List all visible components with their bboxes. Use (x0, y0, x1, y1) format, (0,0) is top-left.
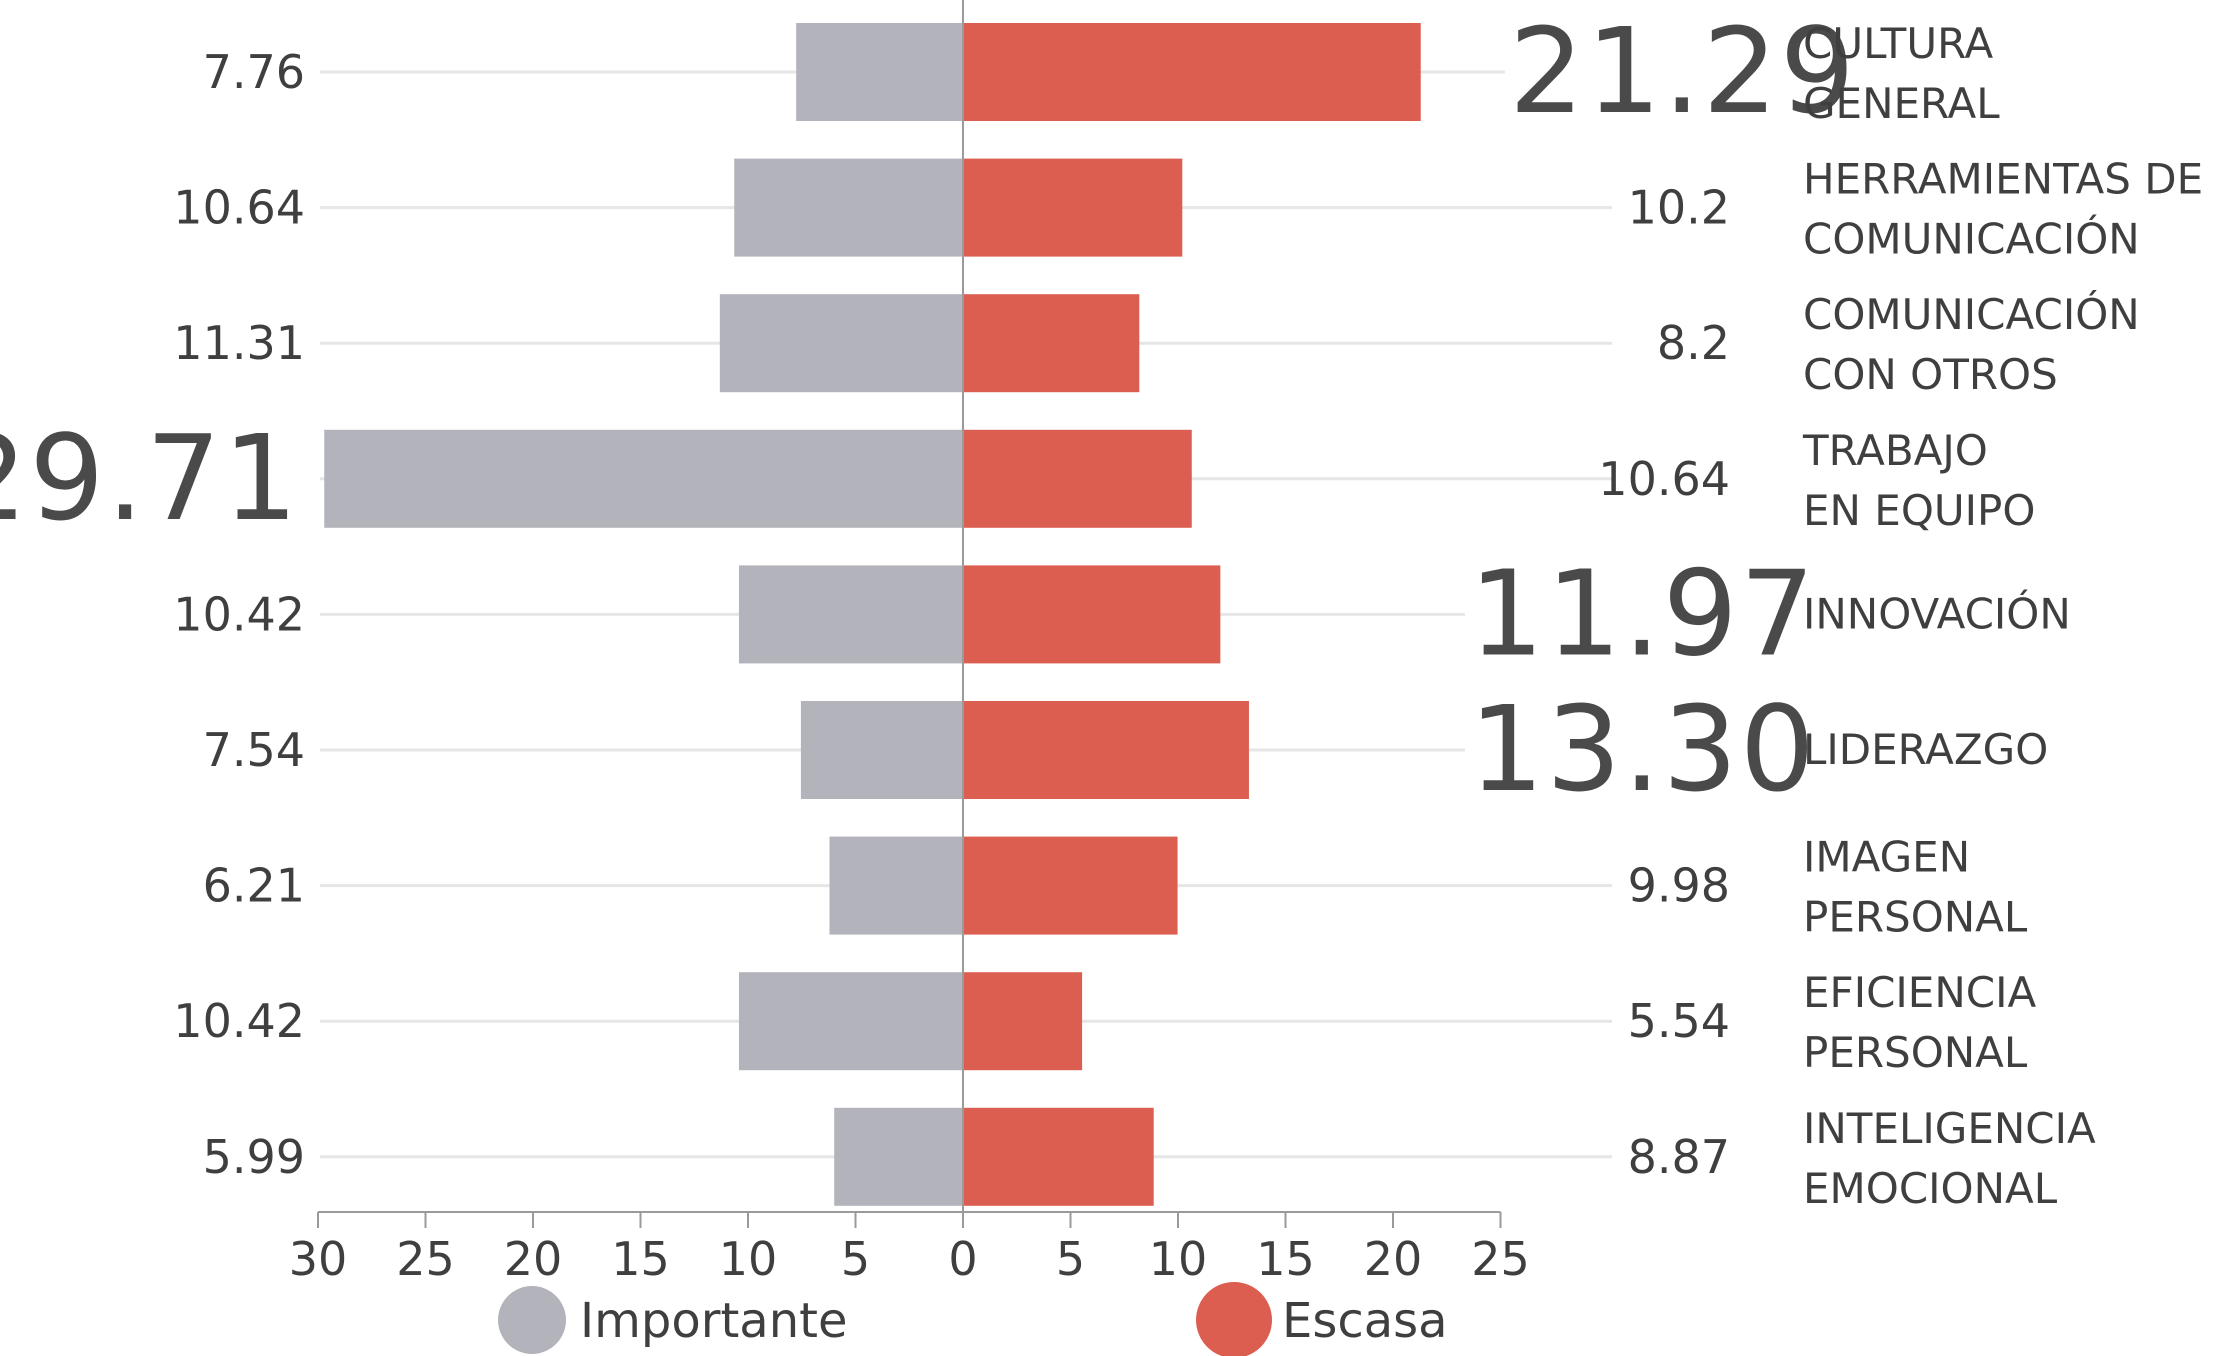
category-label: EMOCIONAL (1803, 1164, 2058, 1213)
category-label: PERSONAL (1803, 893, 2028, 942)
bar-importante (738, 565, 963, 664)
value-label-importante: 29.71 (0, 409, 300, 547)
label-backdrop (0, 403, 310, 544)
value-label-escasa: 10.2 (1628, 181, 1730, 235)
bar-escasa (963, 23, 1421, 121)
category-labels: CULTURA GENERAL HERRAMIENTAS DE COMUNICACIÓ… (1802, 19, 2203, 1213)
bar-escasa (963, 836, 1178, 935)
category-label: LIDERAZGO (1803, 725, 2048, 774)
category-label: IMAGEN (1803, 833, 1970, 882)
category-label: PERSONAL (1803, 1028, 2028, 1077)
category-label: COMUNICACIÓN (1803, 214, 2140, 264)
bar-importante (796, 23, 963, 121)
category-label: CULTURA (1803, 19, 1994, 68)
bar-escasa (963, 972, 1083, 1071)
bar-importante (719, 294, 963, 393)
category-label: INNOVACIÓN (1803, 588, 2071, 638)
x-tick-label: 10 (1149, 1232, 1208, 1286)
value-label-escasa: 8.2 (1657, 316, 1730, 370)
legend: Importante Escasa (498, 1282, 1448, 1356)
bar-escasa (963, 158, 1183, 257)
bar-escasa (963, 294, 1140, 393)
x-tick-label: 0 (948, 1232, 977, 1286)
label-backdrop (1465, 542, 1765, 683)
x-axis: 30 25 20 15 10 5 0 5 10 15 20 25 (289, 0, 1530, 1286)
value-label-importante: 6.21 (203, 859, 305, 913)
bar-importante (800, 701, 963, 799)
category-label: HERRAMIENTAS DE (1803, 155, 2203, 204)
value-label-escasa: 11.97 (1469, 544, 1817, 682)
x-tick-label: 20 (504, 1232, 563, 1286)
category-label: GENERAL (1803, 79, 2000, 128)
bar-importante (834, 1107, 963, 1206)
value-label-escasa: 9.98 (1628, 859, 1730, 913)
legend-label-escasa: Escasa (1282, 1293, 1448, 1349)
x-tick-label: 20 (1364, 1232, 1423, 1286)
bars (324, 23, 1421, 1206)
x-tick-label: 5 (841, 1232, 870, 1286)
x-tick-label: 15 (1256, 1232, 1315, 1286)
legend-marker-importante (498, 1286, 566, 1354)
x-tick-label: 30 (289, 1232, 348, 1286)
bar-escasa (963, 565, 1221, 664)
label-backdrop (1505, 0, 1805, 140)
x-tick-label: 25 (396, 1232, 455, 1286)
value-label-escasa: 13.30 (1469, 680, 1817, 818)
category-label: INTELIGENCIA (1803, 1104, 2096, 1153)
category-label: COMUNICACIÓN (1803, 289, 2140, 339)
value-label-importante: 10.42 (173, 587, 305, 641)
x-tick-label: 15 (611, 1232, 670, 1286)
legend-marker-escasa (1196, 1282, 1272, 1356)
bar-importante (829, 836, 963, 935)
bar-escasa (963, 701, 1249, 799)
bar-escasa (963, 1107, 1154, 1206)
category-label: CON OTROS (1803, 350, 2058, 399)
x-tick-label: 5 (1056, 1232, 1085, 1286)
value-label-escasa: 5.54 (1628, 994, 1730, 1048)
value-label-importante: 10.42 (173, 994, 305, 1048)
value-label-importante: 10.64 (173, 181, 305, 235)
legend-label-importante: Importante (580, 1293, 848, 1349)
value-label-importante: 7.54 (203, 723, 305, 777)
x-tick-label: 10 (719, 1232, 778, 1286)
value-label-importante: 5.99 (203, 1130, 305, 1184)
category-label: EN EQUIPO (1803, 486, 2035, 535)
bar-importante (324, 429, 963, 528)
x-tick-label: 25 (1471, 1232, 1530, 1286)
category-label: TRABAJO (1802, 426, 1988, 475)
value-label-importante: 11.31 (173, 316, 305, 370)
bar-importante (734, 158, 963, 257)
value-label-escasa: 8.87 (1628, 1130, 1730, 1184)
value-label-escasa: 21.29 (1509, 2, 1857, 140)
value-labels: 7.76 21.29 10.64 10.2 11.31 8.2 29.71 10.64 10.4… (0, 0, 1857, 1184)
value-label-importante: 7.76 (203, 45, 305, 99)
label-backdrop (1465, 678, 1765, 818)
bar-importante (738, 972, 963, 1071)
value-label-escasa: 10.64 (1598, 452, 1730, 506)
bar-escasa (963, 429, 1192, 528)
category-label: EFICIENCIA (1803, 968, 2036, 1017)
